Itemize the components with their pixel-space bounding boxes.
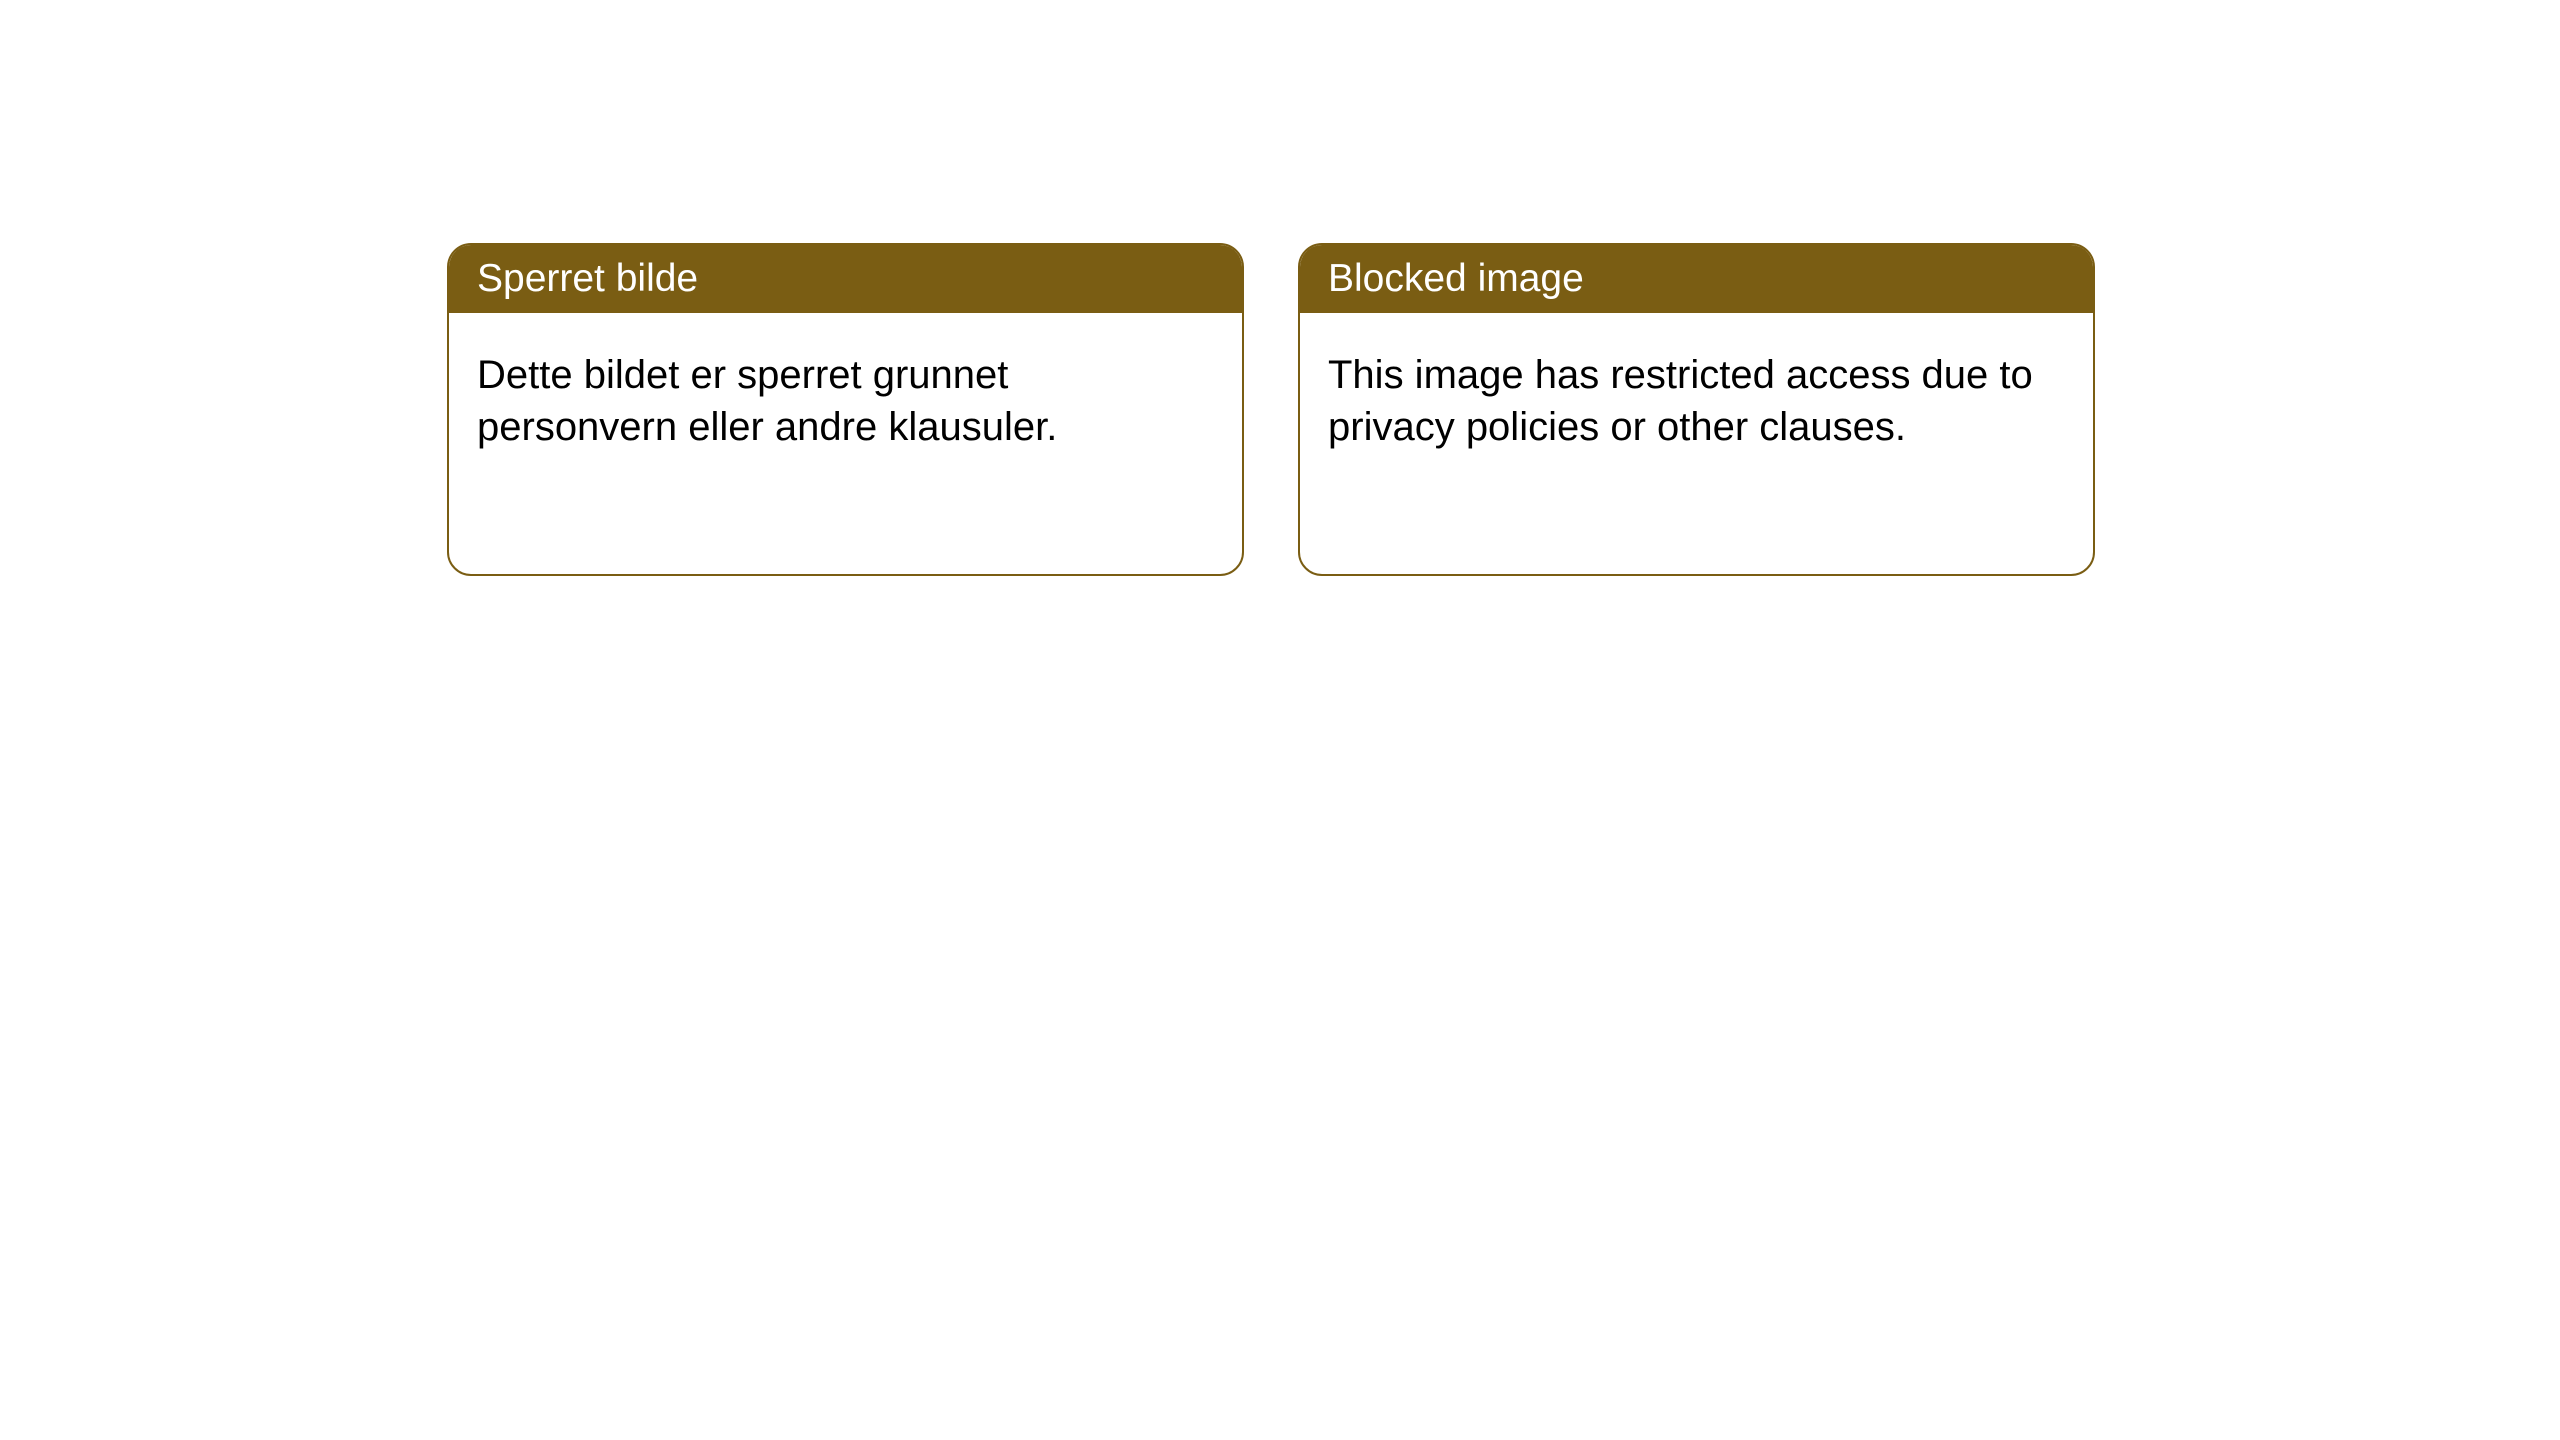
notice-card-english: Blocked image This image has restricted … [1298,243,2095,576]
notice-body: Dette bildet er sperret grunnet personve… [449,313,1242,489]
notice-header: Blocked image [1300,245,2093,313]
notice-container: Sperret bilde Dette bildet er sperret gr… [0,0,2560,576]
notice-header: Sperret bilde [449,245,1242,313]
notice-body: This image has restricted access due to … [1300,313,2093,489]
notice-card-norwegian: Sperret bilde Dette bildet er sperret gr… [447,243,1244,576]
